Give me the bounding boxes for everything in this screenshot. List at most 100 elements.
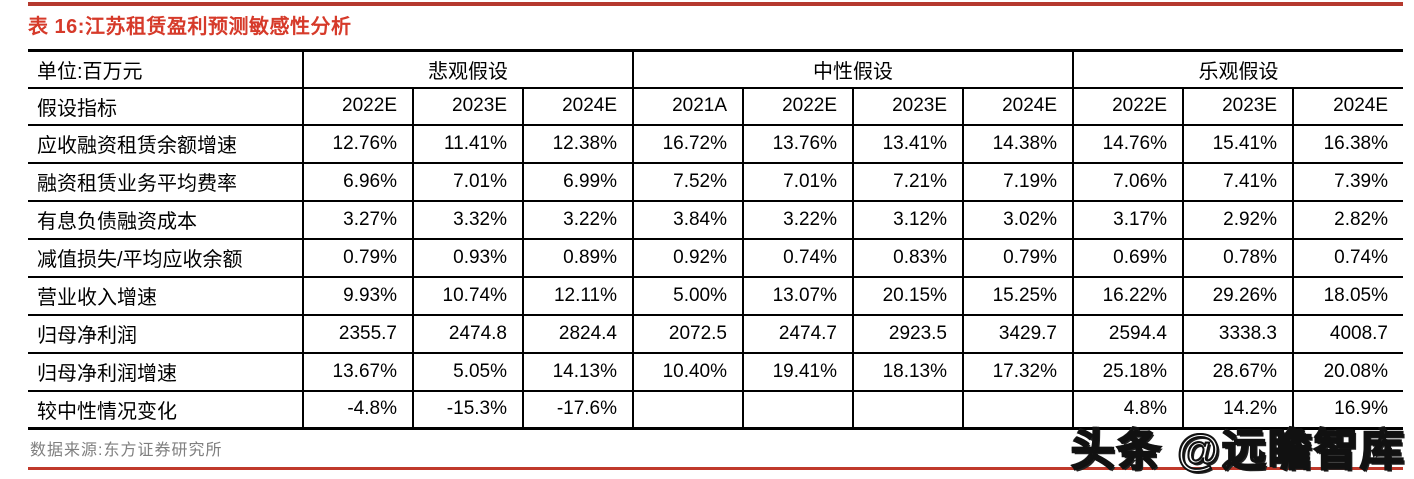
table-row: 减值损失/平均应收余额 0.79% 0.93% 0.89% 0.92% 0.74… bbox=[28, 238, 1404, 278]
year-header: 2022E bbox=[742, 87, 854, 126]
value-cell: 2474.7 bbox=[742, 314, 854, 354]
value-cell: 16.38% bbox=[1292, 124, 1404, 164]
value-cell: 13.67% bbox=[302, 352, 413, 392]
row-header-label: 假设指标 bbox=[28, 87, 303, 126]
value-cell: 2474.8 bbox=[412, 314, 523, 354]
value-cell: 15.41% bbox=[1182, 124, 1294, 164]
value-cell: 18.05% bbox=[1292, 276, 1404, 316]
row-label: 融资租赁业务平均费率 bbox=[28, 162, 303, 202]
value-cell: 16.22% bbox=[1072, 276, 1184, 316]
value-cell: 29.26% bbox=[1182, 276, 1294, 316]
value-cell: 0.74% bbox=[1292, 238, 1404, 278]
row-label: 有息负债融资成本 bbox=[28, 200, 303, 240]
group-header-neutral: 中性假设 bbox=[632, 50, 1074, 89]
value-cell: 5.05% bbox=[412, 352, 523, 392]
value-cell: 15.25% bbox=[962, 276, 1074, 316]
value-cell: 0.92% bbox=[632, 238, 744, 278]
table-row: 有息负债融资成本 3.27% 3.32% 3.22% 3.84% 3.22% 3… bbox=[28, 200, 1404, 240]
value-cell: 0.79% bbox=[302, 238, 413, 278]
value-cell: 16.9% bbox=[1292, 390, 1404, 430]
value-cell: 4008.7 bbox=[1292, 314, 1404, 354]
table-row: 应收融资租赁余额增速 12.76% 11.41% 12.38% 16.72% 1… bbox=[28, 124, 1404, 164]
value-cell: -4.8% bbox=[302, 390, 413, 430]
value-cell: 7.52% bbox=[632, 162, 744, 202]
value-cell: 14.2% bbox=[1182, 390, 1294, 430]
bottom-red-rule bbox=[28, 467, 1403, 470]
value-cell: 20.08% bbox=[1292, 352, 1404, 392]
value-cell: 20.15% bbox=[852, 276, 964, 316]
value-cell: 7.41% bbox=[1182, 162, 1294, 202]
value-cell: 2923.5 bbox=[852, 314, 964, 354]
value-cell: 2.92% bbox=[1182, 200, 1294, 240]
value-cell: 10.40% bbox=[632, 352, 744, 392]
value-cell: 25.18% bbox=[1072, 352, 1184, 392]
group-header-pessimistic: 悲观假设 bbox=[301, 50, 634, 89]
value-cell: 14.38% bbox=[962, 124, 1074, 164]
row-label: 减值损失/平均应收余额 bbox=[28, 238, 303, 278]
sensitivity-table: 单位:百万元 悲观假设 中性假设 乐观假设 假设指标 2022E 2023E 2… bbox=[28, 49, 1404, 430]
value-cell: 0.69% bbox=[1072, 238, 1184, 278]
table-row: 营业收入增速 9.93% 10.74% 12.11% 5.00% 13.07% … bbox=[28, 276, 1404, 316]
value-cell: 2594.4 bbox=[1072, 314, 1184, 354]
value-cell: 12.11% bbox=[521, 276, 634, 316]
value-cell: 12.38% bbox=[521, 124, 634, 164]
value-cell: 19.41% bbox=[742, 352, 854, 392]
value-cell: 13.07% bbox=[742, 276, 854, 316]
value-cell: 10.74% bbox=[412, 276, 523, 316]
value-cell: 14.13% bbox=[521, 352, 634, 392]
value-cell: 7.19% bbox=[962, 162, 1074, 202]
value-cell: 14.76% bbox=[1072, 124, 1184, 164]
year-header: 2022E bbox=[1072, 87, 1184, 126]
table-row: 归母净利润 2355.7 2474.8 2824.4 2072.5 2474.7… bbox=[28, 314, 1404, 354]
row-label: 营业收入增速 bbox=[28, 276, 303, 316]
year-header: 2024E bbox=[521, 87, 634, 126]
value-cell bbox=[632, 390, 744, 430]
value-cell: 2355.7 bbox=[302, 314, 413, 354]
year-header: 2023E bbox=[412, 87, 523, 126]
value-cell: 7.21% bbox=[852, 162, 964, 202]
value-cell: 13.76% bbox=[742, 124, 854, 164]
unit-label: 单位:百万元 bbox=[28, 50, 303, 89]
value-cell: 7.39% bbox=[1292, 162, 1404, 202]
value-cell: 16.72% bbox=[632, 124, 744, 164]
value-cell: 3.12% bbox=[852, 200, 964, 240]
value-cell bbox=[962, 390, 1074, 430]
group-header-row: 单位:百万元 悲观假设 中性假设 乐观假设 bbox=[28, 50, 1404, 89]
value-cell: 3429.7 bbox=[962, 314, 1074, 354]
value-cell: 4.8% bbox=[1072, 390, 1184, 430]
value-cell: 3.84% bbox=[632, 200, 744, 240]
value-cell: 2.82% bbox=[1292, 200, 1404, 240]
year-header: 2023E bbox=[1182, 87, 1294, 126]
value-cell: 3338.3 bbox=[1182, 314, 1294, 354]
value-cell: 12.76% bbox=[302, 124, 413, 164]
value-cell: 3.27% bbox=[302, 200, 413, 240]
value-cell: 5.00% bbox=[632, 276, 744, 316]
year-header-row: 假设指标 2022E 2023E 2024E 2021A 2022E 2023E… bbox=[28, 87, 1404, 126]
value-cell: 3.22% bbox=[742, 200, 854, 240]
page-title: 表 16:江苏租赁盈利预测敏感性分析 bbox=[28, 16, 352, 38]
value-cell: 7.01% bbox=[742, 162, 854, 202]
year-header: 2024E bbox=[962, 87, 1074, 126]
value-cell: 6.96% bbox=[302, 162, 413, 202]
value-cell: 9.93% bbox=[302, 276, 413, 316]
value-cell: 2824.4 bbox=[521, 314, 634, 354]
top-red-rule bbox=[28, 2, 1403, 6]
year-header: 2021A bbox=[632, 87, 744, 126]
data-source: 数据来源:东方证券研究所 bbox=[30, 442, 223, 459]
value-cell: 7.06% bbox=[1072, 162, 1184, 202]
value-cell: 18.13% bbox=[852, 352, 964, 392]
year-header: 2023E bbox=[852, 87, 964, 126]
year-header: 2022E bbox=[302, 87, 413, 126]
value-cell bbox=[742, 390, 854, 430]
table-row: 融资租赁业务平均费率 6.96% 7.01% 6.99% 7.52% 7.01%… bbox=[28, 162, 1404, 202]
year-header: 2024E bbox=[1292, 87, 1404, 126]
value-cell: 17.32% bbox=[962, 352, 1074, 392]
value-cell: 3.17% bbox=[1072, 200, 1184, 240]
value-cell: 6.99% bbox=[521, 162, 634, 202]
row-label: 应收融资租赁余额增速 bbox=[28, 124, 303, 164]
value-cell: 11.41% bbox=[412, 124, 523, 164]
row-label: 归母净利润 bbox=[28, 314, 303, 354]
value-cell: -15.3% bbox=[412, 390, 523, 430]
value-cell: 0.78% bbox=[1182, 238, 1294, 278]
